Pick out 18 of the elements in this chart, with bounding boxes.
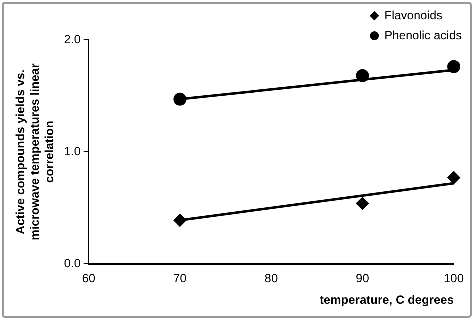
- x-tick-label: 100: [444, 272, 464, 286]
- x-tick-label: 80: [264, 272, 278, 286]
- point: [356, 197, 370, 210]
- point: [448, 60, 460, 74]
- y-tick-label: 1.0: [64, 144, 82, 158]
- point: [174, 214, 187, 227]
- y-tick-label: 0.0: [64, 256, 82, 271]
- y-axis-title: Active compounds yields vs. microwave temperatures linear correlation: [14, 63, 56, 240]
- x-tick-label: 90: [356, 272, 370, 286]
- legend-label: Flavonoids: [384, 8, 443, 22]
- y-tick-label: 2.0: [64, 32, 82, 46]
- x-tick-label: 60: [82, 272, 96, 286]
- x-axis-title: temperature, C degrees: [320, 293, 454, 308]
- legend-label: Phenolic acids: [384, 28, 462, 42]
- point: [356, 69, 370, 82]
- point: [174, 92, 187, 106]
- x-tick-label: 70: [173, 272, 188, 286]
- point: [448, 171, 460, 184]
